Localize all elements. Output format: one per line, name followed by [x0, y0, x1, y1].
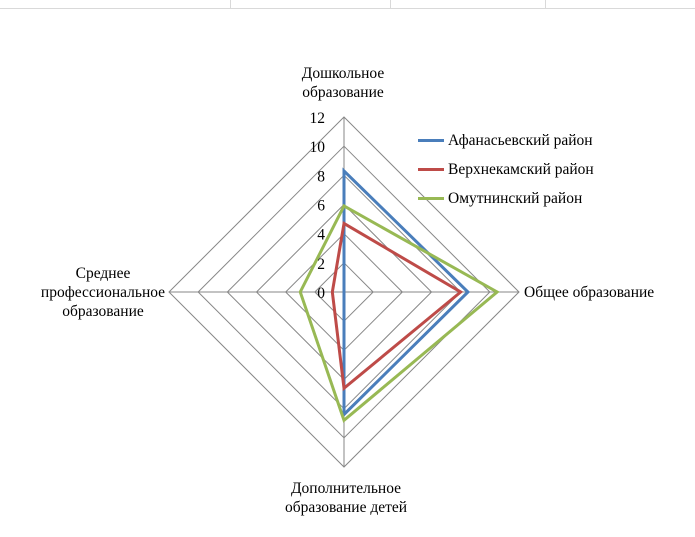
- tick-label: 10: [310, 139, 326, 156]
- chart-legend: Афанасьевский район Верхнекамский район …: [418, 126, 594, 213]
- tick-label: 0: [317, 285, 325, 302]
- column-divider: [545, 0, 546, 8]
- tick-label: 6: [317, 198, 325, 215]
- legend-swatch: [418, 197, 444, 200]
- category-label-line: образование: [302, 84, 384, 101]
- tick-label: 4: [317, 227, 325, 244]
- category-label-line: Среднее: [75, 265, 131, 282]
- tick-label: 8: [317, 168, 325, 185]
- radial-axis-ticks: 0 2 4 6 8 10 12: [310, 110, 326, 302]
- tick-label: 2: [317, 256, 325, 273]
- category-label-preschool: Дошкольное образование: [276, 64, 410, 102]
- legend-swatch: [418, 139, 444, 142]
- category-label-line: образование: [62, 303, 144, 320]
- tick-label: 12: [310, 110, 326, 127]
- category-label-line: Дополнительное: [290, 480, 402, 497]
- legend-label: Омутнинский район: [448, 189, 583, 207]
- category-label-line: образование детей: [284, 499, 408, 516]
- category-label-additional: Дополнительное образование детей: [268, 479, 424, 517]
- category-label-line: профессиональное: [40, 284, 166, 301]
- legend-label: Верхнекамский район: [448, 160, 594, 178]
- column-divider: [390, 0, 391, 8]
- category-label-vocational: Среднее профессиональное образование: [32, 264, 174, 321]
- legend-item: Афанасьевский район: [418, 126, 594, 155]
- series-lines: [298, 167, 500, 423]
- category-label-line: Общее образование: [524, 284, 655, 301]
- legend-label: Афанасьевский район: [448, 131, 593, 149]
- legend-item: Верхнекамский район: [418, 155, 594, 184]
- legend-item: Омутнинский район: [418, 184, 594, 213]
- category-label-line: Дошкольное: [301, 65, 385, 82]
- column-divider: [230, 0, 231, 8]
- legend-swatch: [418, 168, 444, 171]
- series-line: [298, 203, 500, 423]
- category-label-general: Общее образование: [524, 283, 654, 302]
- worksheet-top-border: [0, 0, 695, 9]
- series-line: [330, 221, 464, 392]
